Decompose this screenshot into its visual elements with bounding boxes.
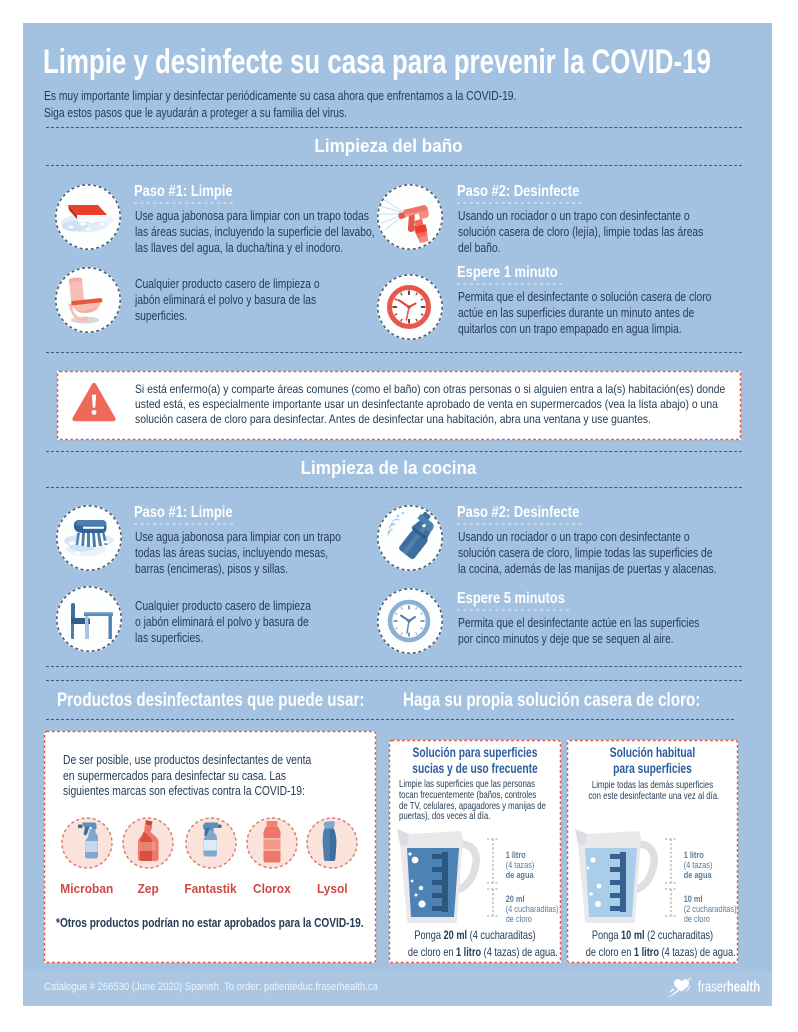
svg-text:Lysol: Lysol: [317, 882, 348, 896]
svg-text:20 ml: 20 ml: [506, 894, 525, 904]
svg-text:(4 cucharaditas): (4 cucharaditas): [506, 904, 559, 914]
svg-text:de cloro: de cloro: [506, 914, 533, 924]
svg-text:(4 tazas): (4 tazas): [506, 860, 535, 870]
svg-text:Microban: Microban: [60, 882, 113, 896]
svg-text:Clorox: Clorox: [253, 882, 291, 896]
svg-text:de agua: de agua: [506, 870, 534, 880]
svg-text:(4 tazas): (4 tazas): [684, 860, 713, 870]
svg-text:(2 cucharaditas): (2 cucharaditas): [684, 904, 737, 914]
svg-text:de cloro: de cloro: [684, 914, 711, 924]
svg-text:Fantastik: Fantastik: [184, 882, 236, 896]
svg-text:10 ml: 10 ml: [684, 894, 703, 904]
svg-text:de agua: de agua: [684, 870, 712, 880]
svg-text:1 litro: 1 litro: [684, 850, 704, 860]
svg-text:Zep: Zep: [138, 882, 160, 896]
svg-text:1 litro: 1 litro: [506, 850, 526, 860]
svg-text:fraserhealth: fraserhealth: [698, 978, 760, 995]
